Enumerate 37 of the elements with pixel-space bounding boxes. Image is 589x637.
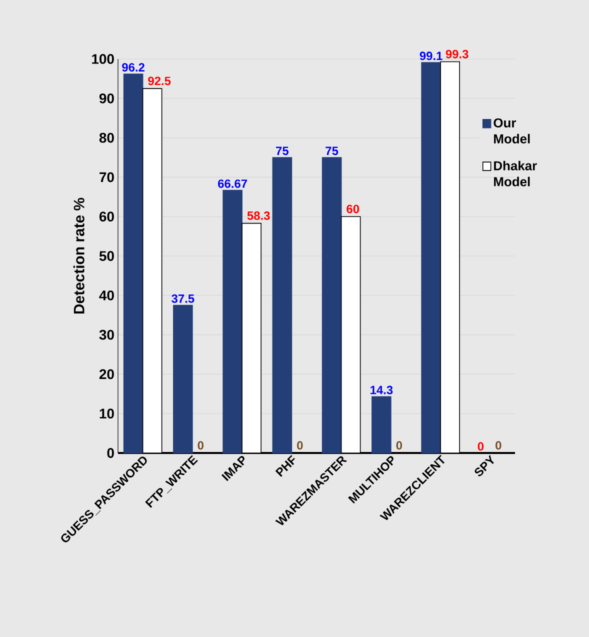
bar (173, 304, 193, 454)
bar (272, 157, 292, 454)
data-label: 14.3 (370, 386, 393, 394)
data-label: 37.5 (172, 294, 194, 303)
data-label: 0 (297, 441, 303, 450)
data-label: 99.1 (420, 52, 442, 60)
data-label: 66.67 (218, 179, 247, 188)
bar (372, 396, 392, 454)
data-label: 92.5 (148, 76, 171, 86)
y-tick-label: 50 (99, 251, 114, 261)
data-label: 58.3 (247, 211, 270, 220)
data-label: 60 (346, 204, 360, 214)
y-axis-title: Detection rate % (73, 198, 84, 314)
y-tick-label: 10 (100, 408, 114, 419)
data-label: 75 (326, 146, 338, 156)
data-label: 99.3 (446, 50, 468, 58)
legend-label: Our Model (494, 118, 530, 144)
y-tick-label: 70 (100, 172, 114, 182)
data-label: 0 (496, 441, 502, 450)
bar (421, 62, 441, 454)
bar (123, 74, 144, 454)
data-label: 96.2 (122, 63, 144, 72)
y-tick-label: 20 (99, 369, 114, 380)
y-tick-label: 80 (99, 132, 114, 143)
data-label: 0 (478, 442, 484, 451)
y-tick-label: 60 (99, 212, 114, 222)
data-label: 0 (198, 441, 204, 450)
y-tick-label: 30 (99, 330, 114, 340)
bar (322, 157, 342, 454)
data-label: 0 (396, 441, 402, 450)
legend-label: Dhakar Model (494, 160, 537, 186)
y-tick-label: 0 (107, 448, 114, 458)
bar (222, 190, 242, 454)
y-tick-label: 100 (92, 54, 114, 64)
y-tick-label: 40 (99, 290, 114, 300)
y-tick-label: 90 (99, 93, 114, 104)
data-label: 75 (276, 146, 288, 156)
